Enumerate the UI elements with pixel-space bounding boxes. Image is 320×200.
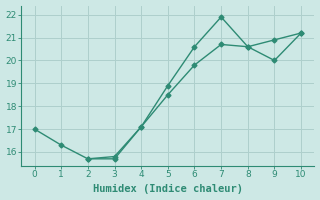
X-axis label: Humidex (Indice chaleur): Humidex (Indice chaleur)	[93, 184, 243, 194]
